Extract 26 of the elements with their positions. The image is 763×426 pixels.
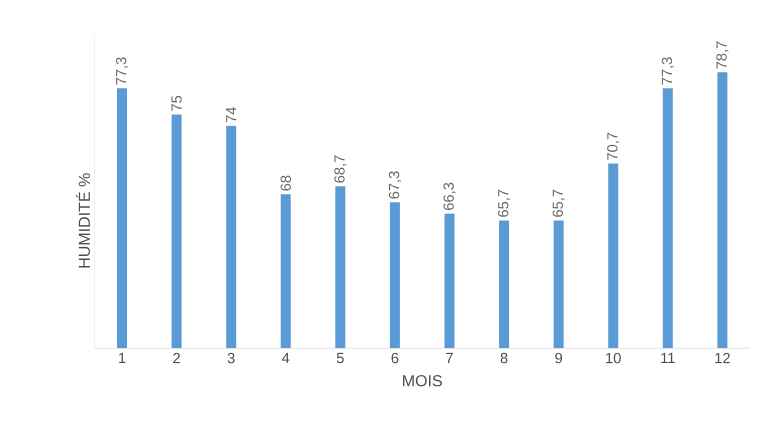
data-label: 66,3 [443,182,456,210]
data-label: 78,7 [716,41,728,69]
x-tick-label: 5 [336,352,344,364]
y-axis-title: HUMIDITÉ % [76,173,90,268]
x-tick-label: 4 [282,352,290,363]
x-tick-label: 9 [555,352,562,364]
data-label: 70,7 [607,132,620,160]
data-label: 65,7 [498,190,510,217]
data-label: 75 [171,96,182,111]
x-tick-label: 2 [173,352,180,364]
data-label: 74 [226,106,236,122]
x-tick-label: 3 [228,352,235,364]
x-axis-title: MOIS [403,374,442,386]
x-tick-label: 10 [606,352,621,364]
x-tick-label: 1 [119,352,126,363]
data-label: 77,3 [116,57,128,84]
x-tick-label: 7 [446,352,453,363]
data-label: 68,7 [334,155,346,183]
x-tick-label: 12 [715,352,730,364]
x-tick-label: 8 [500,352,508,364]
x-tick-label: 6 [392,352,398,364]
data-label: 77,3 [662,57,674,84]
data-label: 67,3 [388,171,401,198]
data-label: 65,7 [552,190,565,217]
x-tick-label: 11 [661,352,675,363]
data-label: 68 [280,176,291,190]
